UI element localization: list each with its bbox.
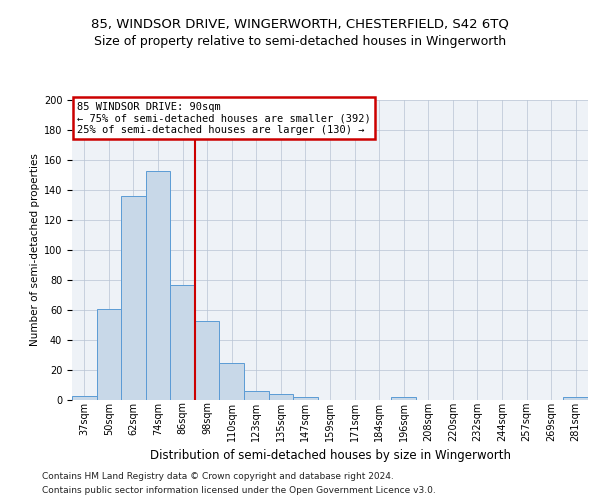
Y-axis label: Number of semi-detached properties: Number of semi-detached properties: [29, 154, 40, 346]
Text: 85, WINDSOR DRIVE, WINGERWORTH, CHESTERFIELD, S42 6TQ: 85, WINDSOR DRIVE, WINGERWORTH, CHESTERF…: [91, 18, 509, 30]
Bar: [391, 397, 416, 400]
Bar: [97, 308, 121, 400]
Bar: [563, 397, 588, 400]
Bar: [195, 320, 220, 400]
X-axis label: Distribution of semi-detached houses by size in Wingerworth: Distribution of semi-detached houses by …: [149, 449, 511, 462]
Bar: [170, 284, 195, 400]
Text: Contains public sector information licensed under the Open Government Licence v3: Contains public sector information licen…: [42, 486, 436, 495]
Bar: [220, 362, 244, 400]
Bar: [269, 394, 293, 400]
Bar: [293, 397, 318, 400]
Bar: [244, 391, 269, 400]
Text: 85 WINDSOR DRIVE: 90sqm
← 75% of semi-detached houses are smaller (392)
25% of s: 85 WINDSOR DRIVE: 90sqm ← 75% of semi-de…: [77, 102, 371, 134]
Bar: [121, 196, 146, 400]
Text: Size of property relative to semi-detached houses in Wingerworth: Size of property relative to semi-detach…: [94, 35, 506, 48]
Text: Contains HM Land Registry data © Crown copyright and database right 2024.: Contains HM Land Registry data © Crown c…: [42, 472, 394, 481]
Bar: [72, 396, 97, 400]
Bar: [146, 170, 170, 400]
